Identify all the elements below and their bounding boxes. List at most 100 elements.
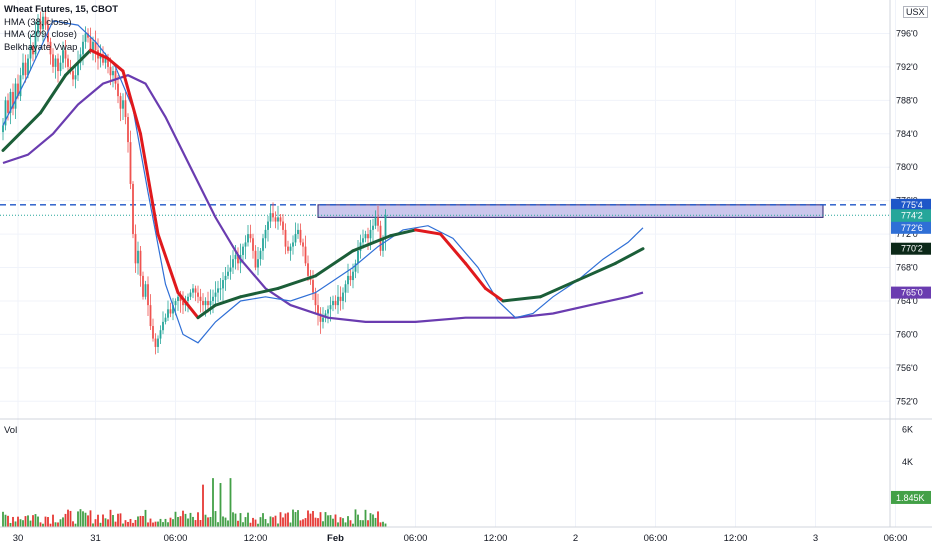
currency-button[interactable]: USX — [903, 6, 928, 18]
volume-bar — [27, 515, 29, 527]
candle-body — [87, 33, 89, 38]
candle-body — [347, 275, 349, 285]
volume-bar — [24, 516, 27, 527]
candle-body — [117, 83, 119, 97]
candle-body — [339, 296, 342, 301]
volume-bar — [157, 521, 159, 527]
hma-fast-segment — [464, 261, 487, 290]
price-tick-label: 772'0 — [896, 229, 918, 239]
price-tick-label: 764'0 — [896, 296, 918, 306]
candle-body — [297, 229, 299, 235]
time-tick-label: 12:00 — [724, 533, 748, 544]
time-tick-label: 31 — [90, 533, 101, 544]
indicator-legend: Wheat Futures, 15, CBOT HMA (38, close) … — [4, 4, 118, 54]
candle-body — [147, 284, 149, 306]
volume-bar — [219, 483, 222, 527]
volume-bar — [159, 518, 162, 527]
volume-bar — [119, 513, 122, 527]
candle-body — [57, 58, 59, 72]
candle-body — [34, 33, 37, 55]
time-tick-label: 30 — [13, 533, 24, 544]
hma-fast-segment — [314, 249, 355, 278]
candle-body — [17, 83, 19, 97]
volume-bar — [184, 513, 187, 527]
volume-bar — [54, 522, 57, 527]
candle-body — [264, 229, 267, 239]
candle-body — [82, 41, 84, 55]
candle-body — [89, 37, 92, 51]
volume-bar — [234, 513, 237, 527]
candle-body — [204, 300, 207, 306]
candle-body — [39, 20, 42, 30]
volume-bar — [379, 522, 382, 527]
candle-body — [197, 292, 199, 297]
volume-pane-label: Vol — [4, 425, 18, 436]
hma-fast-segment — [39, 73, 67, 115]
volume-bar — [82, 511, 84, 527]
candle-body — [214, 292, 217, 297]
legend-hma-slow[interactable]: HMA (209, close) — [4, 29, 77, 40]
candle-body — [157, 338, 159, 347]
volume-bar — [124, 520, 127, 527]
time-tick-label: 3 — [813, 533, 818, 544]
candle-body — [202, 300, 204, 306]
candle-body — [344, 284, 347, 293]
candle-body — [192, 288, 194, 293]
candle-body — [364, 234, 367, 239]
candle-body — [384, 215, 387, 239]
legend-symbol[interactable]: Wheat Futures, 15, CBOT — [4, 4, 119, 15]
volume-bar — [264, 519, 267, 527]
candle-body — [279, 217, 282, 222]
candle-body — [137, 250, 139, 264]
candle-body — [222, 280, 224, 289]
candle-body — [349, 275, 352, 281]
candle-body — [247, 234, 249, 243]
candle-body — [189, 292, 192, 297]
volume-bar — [104, 518, 107, 527]
candle-body — [129, 142, 132, 184]
candle-body — [337, 296, 339, 306]
candle-body — [224, 275, 227, 281]
volume-bar — [29, 520, 32, 527]
volume-tick-label: 4K — [902, 457, 913, 467]
volume-bar — [7, 515, 9, 527]
volume-bar — [292, 509, 294, 527]
candle-body — [267, 221, 269, 230]
volume-bar — [339, 517, 342, 527]
candle-body — [312, 280, 314, 293]
volume-bar — [169, 517, 172, 527]
volume-bar — [39, 522, 42, 527]
candle-body — [209, 300, 212, 306]
candle-body — [132, 183, 134, 235]
candle-body — [324, 313, 327, 318]
candle-body — [292, 242, 294, 247]
volume-bar — [187, 518, 189, 527]
volume-label-text: 1.845K — [896, 493, 925, 503]
candle-body — [307, 263, 309, 276]
candle-body — [19, 75, 22, 97]
candle-body — [284, 229, 287, 247]
volume-bar — [189, 512, 192, 527]
volume-bar — [224, 517, 227, 527]
candle-body — [354, 263, 357, 272]
volume-bar — [97, 514, 99, 527]
price-label-box — [891, 221, 931, 234]
legend-hma-fast[interactable]: HMA (38, close) — [4, 16, 72, 28]
legend-vwap[interactable]: Belkhayate Vwap — [4, 41, 78, 53]
candle-body — [47, 25, 49, 42]
time-tick-label: 2 — [573, 533, 578, 544]
volume-bar — [154, 521, 157, 527]
volume-bar — [162, 522, 164, 527]
price-label-text: 775'4 — [901, 200, 923, 210]
volume-bar — [279, 512, 282, 527]
price-tick-label: 784'0 — [896, 129, 918, 139]
volume-bar — [137, 516, 139, 527]
volume-bar — [84, 512, 87, 527]
hma-fast-segment — [414, 228, 442, 236]
volume-bar — [287, 512, 289, 527]
volume-bar — [69, 510, 72, 527]
candle-body — [362, 238, 364, 243]
volume-bar — [232, 512, 234, 527]
